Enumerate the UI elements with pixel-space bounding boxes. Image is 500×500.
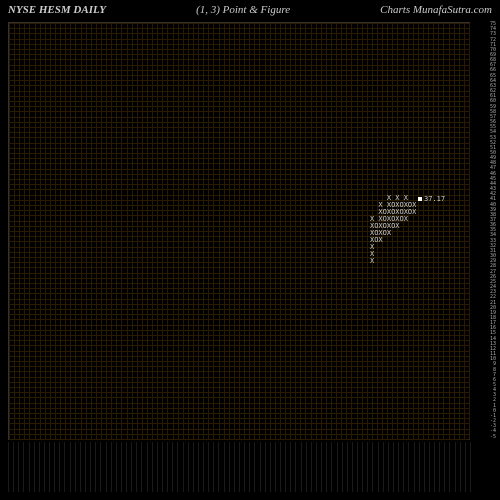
y-tick-label: -5 — [472, 435, 496, 440]
config-label: (1, 3) Point & Figure — [106, 4, 380, 16]
point-figure-columns: X X X X XOXOXOX XOXOXOXOX X XOXOXOX XOXO… — [370, 195, 416, 265]
source-label: Charts MunafaSutra.com — [380, 4, 492, 16]
price-marker-label: 37.17 — [424, 195, 445, 203]
symbol-label: NYSE HESM DAILY — [8, 4, 106, 16]
bottom-grid — [8, 442, 470, 492]
price-marker — [418, 197, 422, 201]
chart-header: NYSE HESM DAILY (1, 3) Point & Figure Ch… — [0, 4, 500, 16]
y-axis: 7574737271706968676665646362616059585756… — [472, 22, 496, 440]
